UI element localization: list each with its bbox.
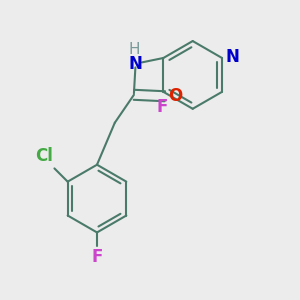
- Text: O: O: [168, 87, 182, 105]
- Text: F: F: [156, 98, 168, 116]
- Text: Cl: Cl: [35, 148, 53, 166]
- Text: N: N: [128, 55, 142, 73]
- Text: H: H: [128, 42, 140, 57]
- Text: N: N: [226, 47, 239, 65]
- Text: F: F: [91, 248, 103, 266]
